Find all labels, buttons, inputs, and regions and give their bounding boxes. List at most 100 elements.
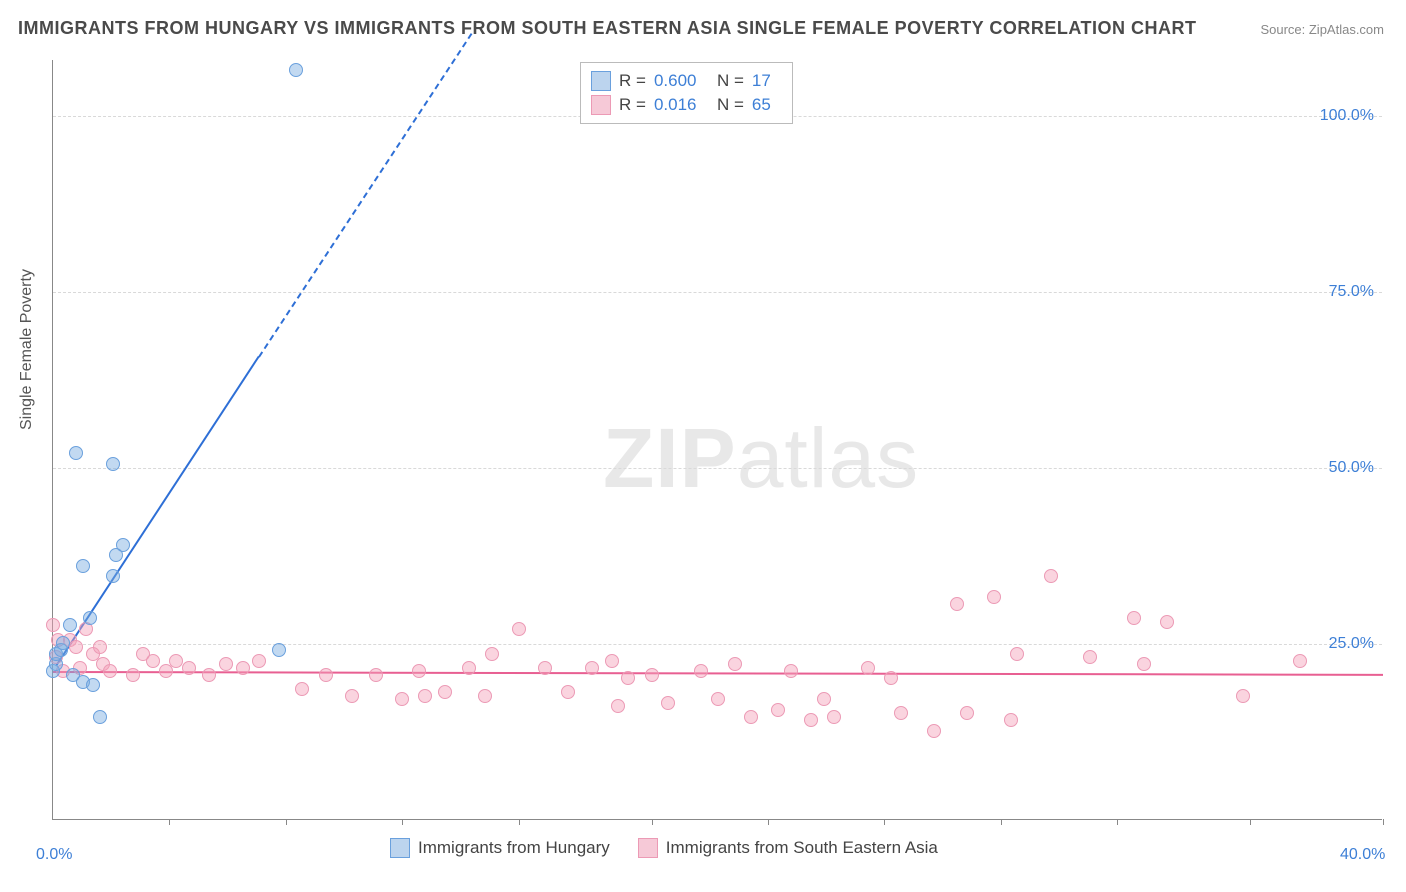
- data-point-seasia: [621, 671, 635, 685]
- swatch-seasia-b: [638, 838, 658, 858]
- data-point-seasia: [126, 668, 140, 682]
- data-point-seasia: [538, 661, 552, 675]
- x-tick: [519, 819, 520, 825]
- data-point-seasia: [694, 664, 708, 678]
- data-point-seasia: [438, 685, 452, 699]
- x-tick: [884, 819, 885, 825]
- data-point-hungary: [106, 457, 120, 471]
- swatch-seasia: [591, 95, 611, 115]
- data-point-seasia: [1127, 611, 1141, 625]
- data-point-seasia: [884, 671, 898, 685]
- x-tick: [402, 819, 403, 825]
- label-R: R =: [619, 93, 646, 117]
- data-point-seasia: [784, 664, 798, 678]
- legend-item-hungary: Immigrants from Hungary: [390, 838, 610, 858]
- x-tick: [1250, 819, 1251, 825]
- data-point-seasia: [927, 724, 941, 738]
- x-tick: [1383, 819, 1384, 825]
- label-N: N =: [717, 93, 744, 117]
- data-point-hungary: [289, 63, 303, 77]
- y-axis-label: Single Female Poverty: [18, 269, 36, 430]
- legend-row-seasia: R = 0.016 N = 65: [591, 93, 778, 117]
- data-point-hungary: [76, 559, 90, 573]
- data-point-hungary: [106, 569, 120, 583]
- data-point-seasia: [418, 689, 432, 703]
- correlation-legend: R = 0.600 N = 17 R = 0.016 N = 65: [580, 62, 793, 124]
- data-point-seasia: [236, 661, 250, 675]
- value-R-seasia: 0.016: [654, 93, 709, 117]
- data-point-seasia: [46, 618, 60, 632]
- data-point-hungary: [116, 538, 130, 552]
- data-point-seasia: [605, 654, 619, 668]
- plot-area: ZIPatlas 25.0%50.0%75.0%100.0%: [52, 60, 1382, 820]
- swatch-hungary: [591, 71, 611, 91]
- data-point-seasia: [611, 699, 625, 713]
- data-point-seasia: [960, 706, 974, 720]
- data-point-hungary: [272, 643, 286, 657]
- trend-line: [258, 32, 472, 357]
- data-point-hungary: [69, 446, 83, 460]
- data-point-seasia: [771, 703, 785, 717]
- x-tick: [169, 819, 170, 825]
- data-point-seasia: [295, 682, 309, 696]
- source-attribution: Source: ZipAtlas.com: [1260, 22, 1384, 37]
- data-point-seasia: [395, 692, 409, 706]
- legend-row-hungary: R = 0.600 N = 17: [591, 69, 778, 93]
- legend-label-hungary: Immigrants from Hungary: [418, 838, 610, 858]
- watermark: ZIPatlas: [603, 410, 919, 507]
- data-point-seasia: [1004, 713, 1018, 727]
- data-point-seasia: [146, 654, 160, 668]
- trend-line: [53, 671, 1383, 676]
- data-point-seasia: [561, 685, 575, 699]
- grid-line: [53, 468, 1382, 469]
- data-point-seasia: [1160, 615, 1174, 629]
- data-point-seasia: [182, 661, 196, 675]
- data-point-seasia: [827, 710, 841, 724]
- y-tick-label: 25.0%: [1329, 635, 1374, 653]
- data-point-seasia: [485, 647, 499, 661]
- data-point-seasia: [817, 692, 831, 706]
- data-point-seasia: [462, 661, 476, 675]
- data-point-seasia: [1083, 650, 1097, 664]
- data-point-hungary: [56, 636, 70, 650]
- data-point-hungary: [83, 611, 97, 625]
- data-point-hungary: [86, 678, 100, 692]
- x-tick: [286, 819, 287, 825]
- data-point-seasia: [219, 657, 233, 671]
- data-point-seasia: [950, 597, 964, 611]
- data-point-seasia: [987, 590, 1001, 604]
- data-point-seasia: [661, 696, 675, 710]
- data-point-seasia: [1044, 569, 1058, 583]
- data-point-hungary: [63, 618, 77, 632]
- x-axis-max-label: 40.0%: [1340, 846, 1385, 864]
- data-point-seasia: [585, 661, 599, 675]
- data-point-seasia: [345, 689, 359, 703]
- swatch-hungary-b: [390, 838, 410, 858]
- y-tick-label: 50.0%: [1329, 459, 1374, 477]
- data-point-seasia: [711, 692, 725, 706]
- x-axis-min-label: 0.0%: [36, 846, 72, 864]
- grid-line: [53, 644, 1382, 645]
- x-tick: [652, 819, 653, 825]
- data-point-seasia: [103, 664, 117, 678]
- source-link[interactable]: ZipAtlas.com: [1309, 22, 1384, 37]
- label-N: N =: [717, 69, 744, 93]
- data-point-seasia: [894, 706, 908, 720]
- data-point-seasia: [861, 661, 875, 675]
- source-prefix: Source:: [1260, 22, 1308, 37]
- data-point-seasia: [412, 664, 426, 678]
- series-legend: Immigrants from Hungary Immigrants from …: [390, 838, 938, 858]
- data-point-seasia: [69, 640, 83, 654]
- data-point-seasia: [1236, 689, 1250, 703]
- data-point-seasia: [744, 710, 758, 724]
- data-point-seasia: [804, 713, 818, 727]
- label-R: R =: [619, 69, 646, 93]
- legend-label-seasia: Immigrants from South Eastern Asia: [666, 838, 938, 858]
- value-N-seasia: 65: [752, 93, 778, 117]
- watermark-rest: atlas: [737, 411, 919, 505]
- data-point-seasia: [319, 668, 333, 682]
- data-point-seasia: [478, 689, 492, 703]
- y-tick-label: 75.0%: [1329, 283, 1374, 301]
- data-point-seasia: [93, 640, 107, 654]
- chart-title: IMMIGRANTS FROM HUNGARY VS IMMIGRANTS FR…: [18, 18, 1197, 39]
